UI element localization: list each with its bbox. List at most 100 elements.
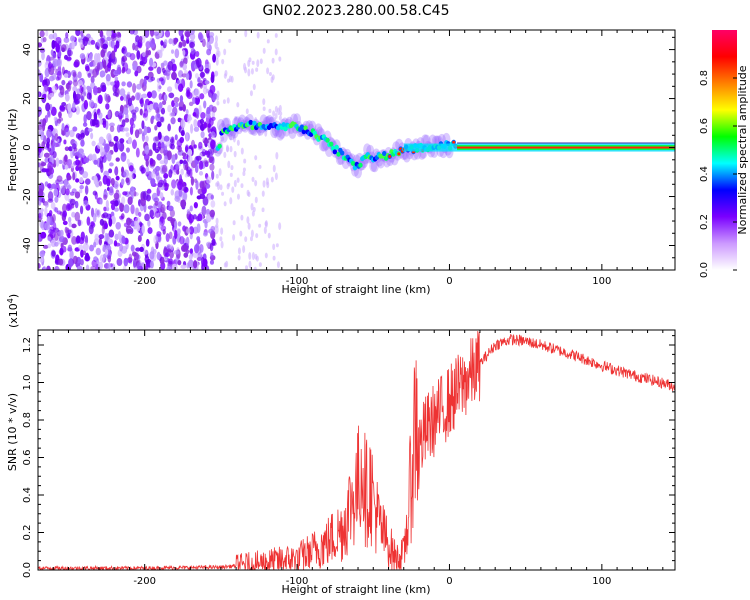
- noise-blob: [54, 266, 60, 270]
- noise-blob: [158, 30, 163, 38]
- noise-blob: [246, 216, 250, 224]
- noise-blob: [248, 252, 252, 260]
- trace-blob: [336, 151, 341, 157]
- noise-blob: [136, 50, 141, 60]
- noise-blob: [74, 200, 79, 209]
- noise-blob: [51, 213, 56, 223]
- noise-blob: [155, 113, 161, 122]
- noise-blob: [182, 49, 186, 57]
- noise-blob: [40, 231, 47, 239]
- noise-blob: [247, 222, 251, 230]
- noise-blob: [168, 92, 175, 99]
- noise-blob: [171, 100, 175, 108]
- noise-blob: [75, 237, 79, 245]
- noise-blob: [136, 83, 142, 90]
- noise-blob: [201, 38, 206, 48]
- noise-blob: [134, 44, 139, 52]
- noise-blob: [262, 98, 266, 106]
- noise-blob: [169, 111, 176, 118]
- noise-blob: [141, 224, 145, 234]
- trace-blob: [281, 122, 286, 128]
- noise-blob: [145, 263, 149, 268]
- noise-blob: [240, 147, 244, 155]
- noise-blob: [166, 150, 172, 161]
- colorbar: 0.0 0.2 0.4 0.6 0.8 Normalized spectral ampl…: [699, 30, 749, 278]
- spectrogram-y-tick-label: 20: [22, 92, 33, 105]
- spectrogram-y-label: Frequency (Hz): [6, 109, 19, 192]
- noise-blob: [132, 42, 136, 51]
- noise-blob: [264, 129, 268, 137]
- noise-blob: [115, 242, 121, 247]
- noise-blob: [189, 248, 193, 254]
- noise-blob: [185, 72, 190, 81]
- noise-blob: [77, 219, 82, 227]
- noise-blob: [58, 111, 62, 119]
- noise-blob: [176, 139, 183, 148]
- noise-blob: [62, 245, 67, 253]
- noise-blob: [143, 78, 147, 87]
- noise-blob: [78, 148, 84, 154]
- noise-blob: [72, 71, 77, 78]
- noise-blob: [174, 134, 178, 141]
- noise-blob: [278, 56, 282, 62]
- trace-blob: [329, 141, 334, 147]
- noise-blob: [129, 53, 136, 61]
- noise-blob: [193, 126, 200, 132]
- noise-blob: [130, 204, 135, 215]
- noise-blob: [44, 115, 48, 123]
- noise-blob: [72, 79, 79, 87]
- noise-blob: [175, 164, 179, 171]
- noise-blob: [121, 56, 125, 67]
- trace-blob: [301, 129, 306, 135]
- noise-blob: [86, 216, 91, 226]
- noise-blob: [214, 70, 219, 77]
- trace-peak: [452, 140, 456, 144]
- noise-blob: [256, 59, 260, 68]
- noise-blob: [229, 172, 233, 177]
- noise-blob: [247, 191, 251, 198]
- noise-blob: [185, 145, 189, 153]
- noise-blob: [71, 236, 77, 245]
- noise-blob: [176, 169, 180, 175]
- noise-blob: [173, 38, 178, 45]
- noise-blob: [209, 209, 215, 218]
- noise-blob: [110, 81, 116, 86]
- noise-blob: [103, 206, 107, 212]
- noise-blob: [193, 201, 198, 209]
- noise-blob: [164, 39, 168, 45]
- noise-blob: [225, 144, 229, 153]
- trace-blob: [217, 143, 222, 149]
- noise-blob: [99, 30, 104, 38]
- noise-blob: [160, 225, 167, 232]
- noise-blob: [171, 154, 176, 165]
- noise-blob: [154, 136, 160, 142]
- noise-blob: [176, 79, 180, 85]
- noise-blob: [209, 259, 215, 265]
- noise-blob: [115, 221, 122, 230]
- noise-blob: [69, 198, 76, 206]
- noise-blob: [126, 228, 133, 234]
- noise-blob: [83, 114, 87, 124]
- noise-blob: [247, 68, 251, 77]
- noise-blob: [125, 177, 130, 184]
- noise-blob: [254, 179, 258, 187]
- noise-blob: [145, 238, 150, 247]
- noise-blob: [209, 37, 214, 45]
- noise-blob: [51, 250, 56, 257]
- noise-blob: [254, 155, 258, 161]
- noise-blob: [173, 169, 178, 176]
- noise-blob: [210, 194, 214, 200]
- noise-blob: [270, 76, 274, 83]
- noise-blob: [211, 170, 215, 181]
- noise-blob: [123, 94, 127, 102]
- noise-blob: [279, 111, 283, 116]
- noise-blob: [182, 57, 188, 65]
- noise-blob: [121, 166, 125, 174]
- noise-blob: [80, 139, 85, 147]
- noise-blob: [61, 102, 67, 107]
- noise-blob: [167, 205, 174, 212]
- noise-blob: [135, 247, 141, 252]
- noise-blob: [149, 251, 155, 260]
- noise-blob: [180, 264, 187, 269]
